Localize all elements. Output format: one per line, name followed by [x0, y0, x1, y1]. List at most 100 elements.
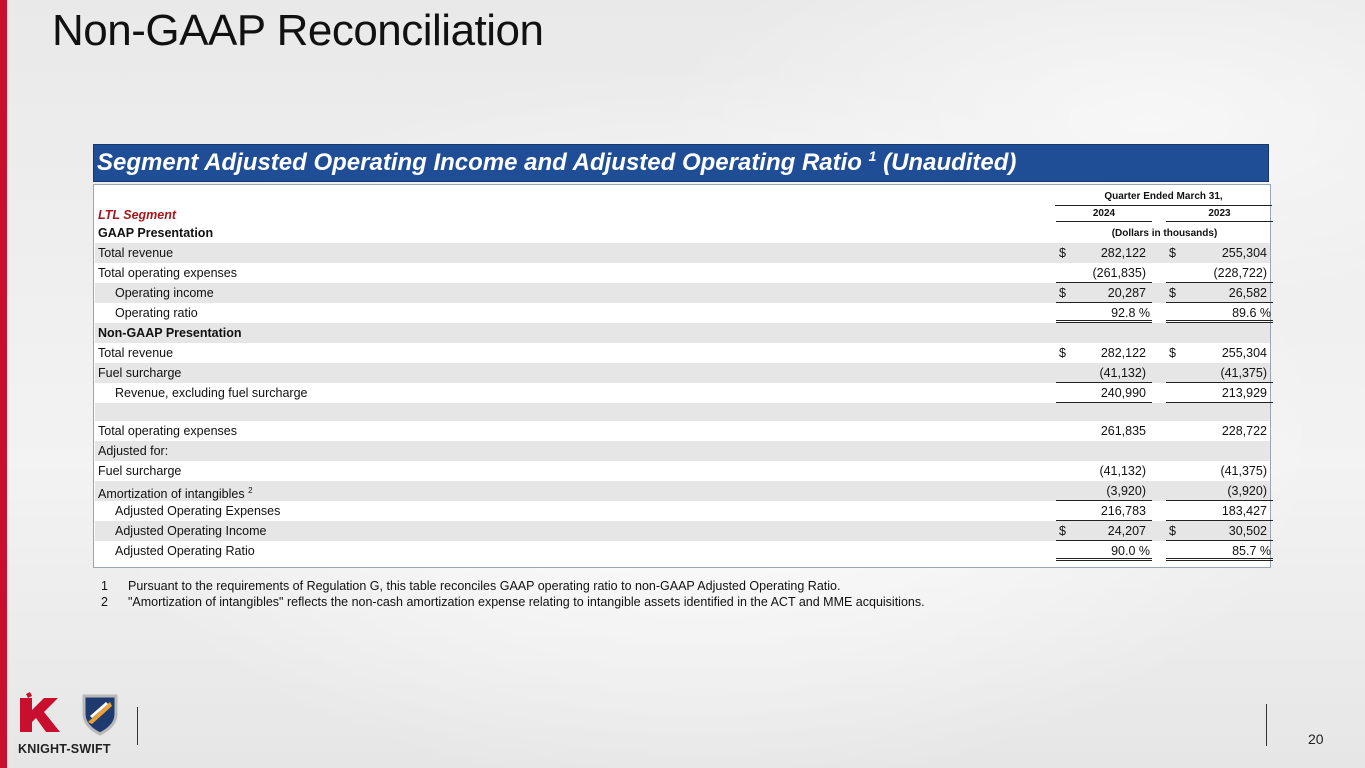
table-row: Total revenue $282,122 $255,304 — [95, 243, 1270, 263]
banner-footnote-ref: 1 — [868, 148, 877, 164]
currency-symbol: $ — [1169, 524, 1176, 538]
row-label-text: Total revenue — [98, 246, 174, 260]
value-2024: 20,287 — [1107, 286, 1146, 300]
table-row: Operating income $20,287 $26,582 — [95, 283, 1273, 303]
value-2023-cell: 183,427 — [1166, 501, 1273, 521]
value-2024-cell: 90.0 % — [1056, 541, 1152, 561]
row-label: Total revenue — [98, 243, 173, 263]
table-row: Fuel surcharge (41,132) (41,375) — [95, 461, 1270, 481]
page-number: 20 — [1308, 731, 1324, 747]
row-label-text: Total operating expenses — [98, 424, 237, 438]
gaap-heading: GAAP Presentation — [98, 226, 214, 240]
table-row: Adjusted Operating Expenses 216,783 183,42… — [95, 501, 1273, 521]
swift-shield-icon — [82, 694, 118, 736]
value-2024: 282,122 — [1100, 246, 1146, 260]
left-accent-bar — [0, 0, 7, 768]
value-2024-cell: (41,132) — [1056, 363, 1152, 383]
row-label-text: Operating income — [115, 286, 214, 300]
table-row: Fuel surcharge (41,132) (41,375) — [95, 363, 1273, 383]
row-label: Non-GAAP Presentation — [98, 323, 242, 343]
page-title: Non-GAAP Reconciliation — [52, 6, 544, 55]
row-label: Amortization of intangibles 2 — [98, 481, 253, 504]
value-2023-cell: (41,375) — [1166, 363, 1273, 383]
row-label-text: Adjusted Operating Income — [115, 524, 267, 538]
spacer-row — [95, 403, 1270, 421]
row-label: Adjusted for: — [98, 441, 168, 461]
value-2024: 261,835 — [1100, 424, 1146, 438]
row-label: Revenue, excluding fuel surcharge — [115, 383, 307, 403]
value-2024: (41,132) — [1099, 366, 1146, 380]
value-2023: (3,920) — [1227, 484, 1267, 498]
row-label: Fuel surcharge — [98, 363, 181, 383]
row-label-text: Adjusted Operating Expenses — [115, 504, 281, 518]
units-label: (Dollars in thousands) — [1111, 228, 1218, 239]
banner-title: Segment Adjusted Operating Income and Ad… — [97, 149, 862, 176]
value-2023: 85.7 % — [1232, 544, 1271, 558]
value-2023: 228,722 — [1221, 424, 1267, 438]
footer-divider-left — [137, 707, 138, 745]
table-row: Revenue, excluding fuel surcharge 240,990… — [95, 383, 1273, 403]
value-2023: 255,304 — [1221, 246, 1267, 260]
value-2023-cell: (41,375) — [1166, 461, 1273, 481]
table-row: Non-GAAP Presentation — [95, 323, 1270, 343]
value-2023: 26,582 — [1228, 286, 1267, 300]
value-2023-cell: (228,722) — [1166, 263, 1273, 283]
row-label-text: Adjusted Operating Ratio — [115, 544, 255, 558]
banner-suffix: (Unaudited) — [876, 149, 1017, 176]
value-2024: 24,207 — [1107, 524, 1146, 538]
period-header: Quarter Ended March 31, — [1055, 191, 1272, 206]
table-row: Adjusted Operating Ratio 90.0 % 85.7 % — [95, 541, 1273, 561]
row-label: Total operating expenses — [98, 421, 237, 441]
row-label-text: Fuel surcharge — [98, 366, 182, 380]
table-row: Total operating expenses (261,835) (228,72… — [95, 263, 1273, 283]
table-row: Operating ratio 92.8 % 89.6 % — [95, 303, 1273, 323]
row-label-text: Adjusted for: — [98, 444, 169, 458]
knight-k-icon — [20, 692, 60, 732]
row-label-text: Total revenue — [98, 346, 174, 360]
footnote-number: 1 — [101, 579, 108, 593]
row-label-text: Non-GAAP Presentation — [98, 326, 242, 340]
value-2024-cell: 240,990 — [1056, 383, 1152, 403]
value-2024: (41,132) — [1099, 464, 1146, 478]
row-label: Total operating expenses — [98, 263, 237, 283]
value-2023-cell: 213,929 — [1166, 383, 1273, 403]
currency-symbol: $ — [1059, 246, 1066, 260]
value-2024: 282,122 — [1100, 346, 1146, 360]
gaap-heading-row: GAAP Presentation (Dollars in thousands) — [95, 223, 1270, 243]
value-2023-cell: 85.7 % — [1166, 541, 1273, 561]
row-label-text: Total operating expenses — [98, 266, 237, 280]
footnote-text: Pursuant to the requirements of Regulati… — [128, 579, 841, 593]
footnote-number: 2 — [101, 595, 108, 609]
value-2024: 90.0 % — [1111, 544, 1150, 558]
value-2023: 89.6 % — [1232, 306, 1271, 320]
segment-label: LTL Segment — [98, 208, 177, 222]
row-label: Adjusted Operating Income — [115, 521, 266, 541]
table-banner: Segment Adjusted Operating Income and Ad… — [93, 144, 1269, 182]
footnote-ref: 2 — [248, 486, 253, 495]
value-2023-cell: $26,582 — [1166, 283, 1273, 303]
logo-wordmark: KNIGHT-SWIFT — [18, 742, 111, 756]
table-row: Amortization of intangibles 2 (3,920) (3,9… — [95, 481, 1273, 504]
value-2024-cell: (3,920) — [1056, 481, 1152, 501]
currency-symbol: $ — [1169, 286, 1176, 300]
value-2023: 255,304 — [1221, 346, 1267, 360]
value-2024-cell: $24,207 — [1056, 521, 1152, 541]
footer-divider-right — [1266, 704, 1267, 746]
currency-symbol: $ — [1169, 246, 1176, 260]
row-label-text: Fuel surcharge — [98, 464, 182, 478]
value-2023-cell: $255,304 — [1166, 243, 1273, 263]
value-2023: 30,502 — [1228, 524, 1267, 538]
reconciliation-table: Quarter Ended March 31, LTL Segment 2024… — [93, 184, 1273, 568]
value-2024-cell: $282,122 — [1056, 243, 1152, 263]
row-label-text: Operating ratio — [115, 306, 198, 320]
row-label-text: Revenue, excluding fuel surcharge — [115, 386, 308, 400]
value-2024-cell: (41,132) — [1056, 461, 1152, 481]
value-2023-cell: $255,304 — [1166, 343, 1273, 363]
value-2023: 183,427 — [1221, 504, 1267, 518]
value-2024-cell: (261,835) — [1056, 263, 1152, 283]
row-label: Operating income — [115, 283, 214, 303]
segment-header-row: LTL Segment 2024 2023 — [95, 205, 1273, 223]
value-2023: (41,375) — [1220, 366, 1267, 380]
value-2024: 92.8 % — [1111, 306, 1150, 320]
value-2023-cell: 89.6 % — [1166, 303, 1273, 323]
